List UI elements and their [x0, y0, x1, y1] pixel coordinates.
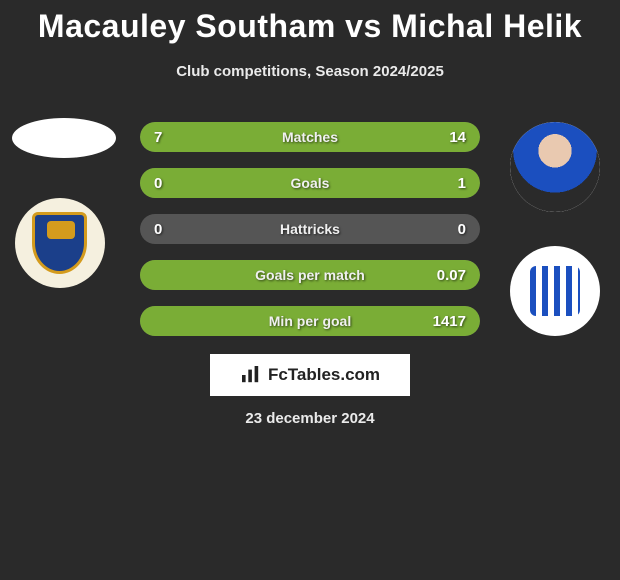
subtitle: Club competitions, Season 2024/2025 [0, 63, 620, 80]
stat-row: 0.07 Goals per match [140, 260, 480, 290]
comparison-bars: 7 14 Matches 0 1 Goals 0 0 Hattricks 0.07 Goals pe… [140, 122, 480, 352]
stat-value-right: 0.07 [437, 267, 466, 284]
player-icon [510, 122, 600, 212]
stat-label: Matches [282, 129, 338, 145]
stat-value-left: 0 [154, 175, 162, 192]
right-avatars [507, 122, 602, 370]
stat-label: Goals per match [255, 267, 365, 283]
stat-label: Hattricks [280, 221, 340, 237]
crest-icon [530, 266, 580, 316]
stat-label: Goals [291, 175, 330, 191]
stat-label: Min per goal [269, 313, 351, 329]
stat-row: 1417 Min per goal [140, 306, 480, 336]
bars-icon [240, 366, 262, 384]
player-avatar-right [510, 122, 600, 212]
stat-value-left: 7 [154, 129, 162, 146]
date-text: 23 december 2024 [0, 410, 620, 427]
stat-row: 7 14 Matches [140, 122, 480, 152]
stat-value-right: 14 [449, 129, 466, 146]
club-crest-right [510, 246, 600, 336]
stat-row: 0 0 Hattricks [140, 214, 480, 244]
crest-icon [32, 212, 87, 274]
brand-box: FcTables.com [210, 354, 410, 396]
page-title: Macauley Southam vs Michal Helik [0, 0, 620, 45]
stat-value-left: 0 [154, 221, 162, 238]
club-crest-left [15, 198, 105, 288]
stat-row: 0 1 Goals [140, 168, 480, 198]
brand-text: FcTables.com [268, 365, 380, 385]
stat-value-right: 0 [458, 221, 466, 238]
player-avatar-left [12, 118, 116, 158]
stat-value-right: 1 [458, 175, 466, 192]
stat-value-right: 1417 [433, 313, 466, 330]
left-avatars [12, 118, 107, 288]
